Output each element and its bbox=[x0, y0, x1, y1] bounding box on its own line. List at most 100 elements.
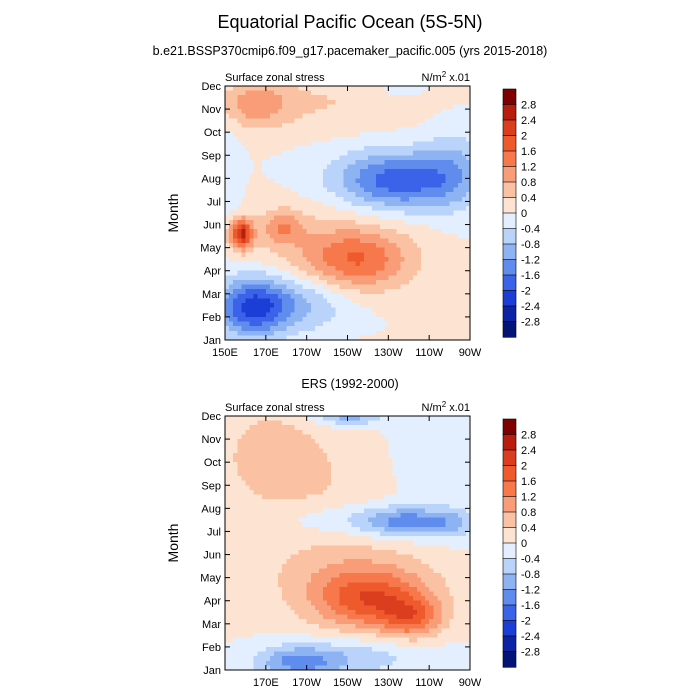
field-cell bbox=[425, 224, 430, 230]
field-cell bbox=[318, 466, 324, 473]
field-cell bbox=[229, 429, 234, 436]
field-cell bbox=[278, 642, 283, 648]
field-cell bbox=[274, 252, 279, 258]
field-cell bbox=[314, 284, 320, 290]
field-cell bbox=[327, 531, 332, 537]
field-cell bbox=[225, 466, 230, 473]
field-cell bbox=[400, 127, 406, 133]
field-cell bbox=[306, 628, 312, 634]
field-cell bbox=[261, 443, 267, 449]
field-cell bbox=[421, 275, 426, 281]
field-cell bbox=[314, 665, 320, 671]
field-cell bbox=[257, 243, 263, 249]
field-cell bbox=[429, 229, 434, 235]
field-cell bbox=[314, 224, 320, 230]
field-cell bbox=[253, 275, 259, 281]
field-cell bbox=[229, 531, 234, 537]
field-cell bbox=[376, 293, 381, 300]
field-cell bbox=[412, 215, 418, 221]
field-cell bbox=[400, 321, 406, 327]
field-cell bbox=[388, 229, 394, 235]
field-cell bbox=[225, 182, 230, 189]
field-cell bbox=[421, 252, 426, 258]
field-cell bbox=[298, 586, 304, 593]
field-cell bbox=[298, 462, 304, 468]
field-cell bbox=[294, 554, 300, 560]
field-cell bbox=[412, 99, 418, 106]
field-cell bbox=[282, 201, 287, 207]
field-cell bbox=[241, 429, 247, 436]
field-cell bbox=[241, 660, 247, 666]
field-cell bbox=[302, 159, 308, 166]
field-cell bbox=[433, 210, 438, 216]
field-cell bbox=[298, 549, 304, 556]
field-cell bbox=[229, 224, 234, 230]
field-cell bbox=[355, 326, 361, 332]
field-cell bbox=[429, 312, 434, 318]
field-cell bbox=[367, 173, 373, 179]
field-cell bbox=[323, 289, 328, 295]
field-cell bbox=[278, 489, 283, 496]
field-cell bbox=[421, 127, 426, 133]
field-cell bbox=[376, 243, 381, 249]
field-cell bbox=[265, 540, 271, 546]
field-cell bbox=[225, 99, 230, 106]
field-cell bbox=[298, 312, 304, 318]
field-cell bbox=[253, 471, 259, 477]
field-cell bbox=[327, 155, 332, 161]
field-cell bbox=[298, 113, 304, 119]
field-cell bbox=[433, 266, 438, 272]
field-cell bbox=[416, 95, 422, 101]
field-cell bbox=[278, 582, 283, 588]
field-cell bbox=[269, 243, 275, 249]
field-cell bbox=[282, 512, 287, 519]
field-cell bbox=[416, 141, 422, 147]
field-cell bbox=[351, 164, 357, 170]
field-cell bbox=[318, 600, 324, 606]
field-cell bbox=[392, 275, 398, 281]
field-cell bbox=[257, 591, 263, 597]
field-cell bbox=[265, 545, 271, 551]
field-cell bbox=[310, 178, 316, 184]
field-cell bbox=[396, 219, 402, 226]
field-cell bbox=[465, 303, 471, 309]
field-cell bbox=[294, 545, 300, 551]
field-cell bbox=[278, 600, 283, 606]
field-cell bbox=[331, 499, 336, 505]
field-cell bbox=[351, 146, 357, 152]
field-cell bbox=[245, 109, 251, 115]
field-cell bbox=[229, 159, 234, 166]
field-cell bbox=[416, 206, 422, 212]
field-cell bbox=[339, 549, 345, 556]
field-cell bbox=[351, 90, 357, 96]
field-cell bbox=[253, 563, 259, 569]
field-cell bbox=[245, 159, 251, 166]
y-tick-label: Jun bbox=[203, 220, 221, 232]
field-cell bbox=[335, 252, 340, 258]
field-cell bbox=[433, 275, 438, 281]
field-cell bbox=[274, 522, 279, 528]
field-cell bbox=[269, 159, 275, 166]
field-cell bbox=[335, 215, 340, 221]
field-cell bbox=[323, 457, 328, 463]
field-cell bbox=[278, 141, 283, 147]
field-cell bbox=[225, 591, 230, 597]
x-tick-label: 170E bbox=[253, 347, 279, 359]
field-cell bbox=[302, 600, 308, 606]
field-cell bbox=[384, 247, 389, 253]
field-cell bbox=[278, 646, 283, 653]
field-cell bbox=[457, 261, 463, 267]
field-cell bbox=[249, 252, 255, 258]
field-cell bbox=[445, 169, 451, 175]
field-cell bbox=[421, 150, 426, 156]
field-cell bbox=[241, 303, 247, 309]
field-cell bbox=[323, 219, 328, 226]
field-cell bbox=[331, 443, 336, 449]
field-cell bbox=[433, 109, 438, 115]
field-cell bbox=[347, 178, 353, 184]
field-cell bbox=[241, 206, 247, 212]
field-cell bbox=[404, 335, 410, 341]
field-cell bbox=[355, 113, 361, 119]
field-cell bbox=[331, 330, 336, 336]
field-cell bbox=[225, 330, 230, 336]
